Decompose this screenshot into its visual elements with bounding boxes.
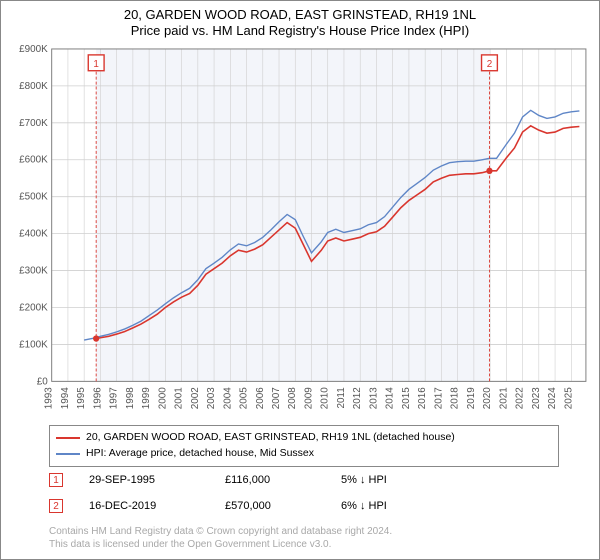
svg-text:2000: 2000: [157, 387, 168, 409]
legend-label-property: 20, GARDEN WOOD ROAD, EAST GRINSTEAD, RH…: [86, 430, 455, 446]
svg-text:2: 2: [487, 59, 492, 70]
svg-text:2012: 2012: [352, 387, 363, 409]
legend-swatch-property: [56, 437, 80, 439]
legend: 20, GARDEN WOOD ROAD, EAST GRINSTEAD, RH…: [49, 425, 559, 467]
svg-text:2014: 2014: [385, 387, 396, 409]
marker-icon-2: 2: [49, 499, 63, 513]
svg-text:£300K: £300K: [19, 266, 48, 277]
svg-text:2005: 2005: [239, 387, 250, 409]
svg-text:£600K: £600K: [19, 155, 48, 166]
footer-price-2: £570,000: [225, 500, 315, 512]
svg-text:2006: 2006: [255, 387, 266, 409]
svg-text:2004: 2004: [222, 387, 233, 409]
svg-text:2020: 2020: [482, 387, 493, 409]
footer-price-1: £116,000: [225, 474, 315, 486]
licence-block: Contains HM Land Registry data © Crown c…: [49, 525, 559, 551]
svg-text:2001: 2001: [174, 387, 185, 409]
svg-text:1: 1: [93, 59, 99, 70]
svg-text:£900K: £900K: [19, 45, 48, 55]
svg-text:1994: 1994: [60, 387, 71, 409]
footer-date-2: 16-DEC-2019: [89, 500, 199, 512]
legend-item-property: 20, GARDEN WOOD ROAD, EAST GRINSTEAD, RH…: [56, 430, 552, 446]
svg-text:2016: 2016: [417, 387, 428, 409]
svg-text:2025: 2025: [563, 387, 574, 409]
legend-item-hpi: HPI: Average price, detached house, Mid …: [56, 446, 552, 462]
footer-pct-2: 6% ↓ HPI: [341, 500, 461, 512]
svg-text:£400K: £400K: [19, 229, 48, 240]
line-chart: £0 £100K £200K £300K £400K £500K £600K £700K £80…: [7, 45, 593, 415]
svg-text:2024: 2024: [547, 387, 558, 409]
svg-text:2008: 2008: [287, 387, 298, 409]
legend-swatch-hpi: [56, 453, 80, 455]
svg-text:2018: 2018: [450, 387, 461, 409]
svg-text:2009: 2009: [303, 387, 314, 409]
svg-text:£100K: £100K: [19, 339, 48, 350]
svg-text:1998: 1998: [125, 387, 136, 409]
svg-text:1997: 1997: [109, 387, 120, 409]
svg-text:2013: 2013: [368, 387, 379, 409]
svg-text:1999: 1999: [141, 387, 152, 409]
svg-text:2007: 2007: [271, 387, 282, 409]
footer-row-1: 1 29-SEP-1995 £116,000 5% ↓ HPI: [49, 467, 559, 493]
svg-text:2015: 2015: [401, 387, 412, 409]
svg-text:1996: 1996: [92, 387, 103, 409]
svg-text:2010: 2010: [320, 387, 331, 409]
svg-text:£800K: £800K: [19, 81, 48, 92]
title-block: 20, GARDEN WOOD ROAD, EAST GRINSTEAD, RH…: [1, 1, 599, 40]
legend-label-hpi: HPI: Average price, detached house, Mid …: [86, 446, 314, 462]
svg-text:2017: 2017: [433, 387, 444, 409]
svg-text:£0: £0: [37, 376, 48, 387]
svg-text:2019: 2019: [466, 387, 477, 409]
licence-line2: This data is licensed under the Open Gov…: [49, 538, 559, 551]
title-line1: 20, GARDEN WOOD ROAD, EAST GRINSTEAD, RH…: [1, 7, 599, 23]
footer-pct-1: 5% ↓ HPI: [341, 474, 461, 486]
svg-text:£700K: £700K: [19, 118, 48, 129]
footer-row-2: 2 16-DEC-2019 £570,000 6% ↓ HPI: [49, 493, 559, 519]
svg-text:2002: 2002: [190, 387, 201, 409]
svg-text:£200K: £200K: [19, 302, 48, 313]
svg-text:1993: 1993: [44, 387, 55, 409]
svg-text:2023: 2023: [531, 387, 542, 409]
footer-table: 1 29-SEP-1995 £116,000 5% ↓ HPI 2 16-DEC…: [49, 467, 559, 519]
chart-area: £0£100K£200K£300K£400K£500K£600K£700K£80…: [49, 45, 589, 415]
licence-line1: Contains HM Land Registry data © Crown c…: [49, 525, 559, 538]
chart-container: 20, GARDEN WOOD ROAD, EAST GRINSTEAD, RH…: [0, 0, 600, 560]
svg-text:2011: 2011: [336, 387, 347, 409]
title-line2: Price paid vs. HM Land Registry's House …: [1, 23, 599, 39]
footer-date-1: 29-SEP-1995: [89, 474, 199, 486]
svg-text:1995: 1995: [76, 387, 87, 409]
svg-text:2003: 2003: [206, 387, 217, 409]
svg-text:£500K: £500K: [19, 192, 48, 203]
marker-icon-1: 1: [49, 473, 63, 487]
svg-text:2022: 2022: [515, 387, 526, 409]
svg-text:2021: 2021: [498, 387, 509, 409]
